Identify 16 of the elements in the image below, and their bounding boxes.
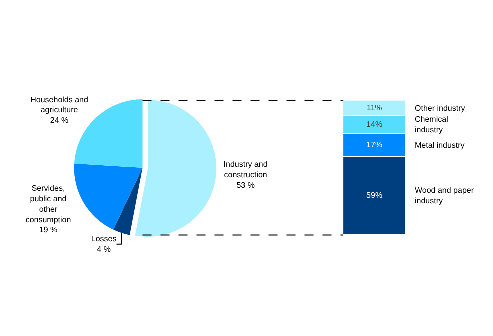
data-label: 59% — [366, 190, 383, 200]
data-label: 11% — [366, 103, 382, 112]
slice-label: Losses — [91, 234, 117, 244]
data-label: 17% — [366, 140, 383, 150]
slice-label: Industry and construction — [224, 160, 268, 180]
data-label: 14% — [366, 120, 383, 129]
slice-label: Households and agriculture — [30, 95, 88, 115]
slice-label: Servides, public and other consumption — [26, 184, 72, 224]
series-label: Other industry — [415, 104, 466, 113]
series-label: Chemical industry — [415, 115, 449, 134]
data-label: 19 % — [39, 226, 58, 235]
data-label: 24 % — [50, 116, 69, 126]
data-label: 4 % — [97, 245, 111, 254]
series-label: Wood and paper industry — [415, 186, 474, 206]
data-label: 53 % — [236, 180, 255, 190]
series-label: Metal industry — [415, 141, 465, 150]
